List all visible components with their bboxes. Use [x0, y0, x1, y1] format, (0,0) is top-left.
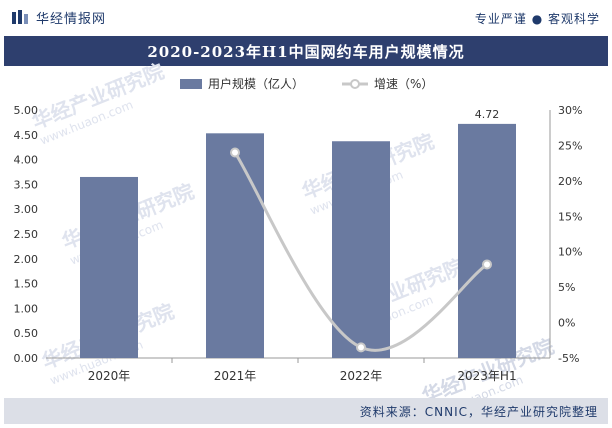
y-right-tick-label: 25%	[558, 139, 582, 152]
slogan: 专业严谨 ● 客观科学	[474, 12, 600, 26]
y-left-tick-label: 3.00	[14, 203, 39, 216]
header: 华经情报网 专业严谨 ● 客观科学	[0, 0, 612, 34]
y-left-tick-label: 1.00	[14, 302, 39, 315]
chart: 用户规模（亿人） 增速（%） 0.00 0.50 1.00 1.50 2.00 2.50 3.…	[0, 66, 612, 396]
logo[interactable]: 华经情报网	[12, 9, 107, 27]
growth-point	[482, 259, 492, 270]
x-tick-label: 2023年H1	[457, 369, 516, 383]
footer: 资料来源：CNNIC，华经产业研究院整理	[4, 398, 608, 424]
y-right-tick-label: 15%	[558, 210, 582, 223]
legend-swatch-marker	[350, 79, 360, 89]
y-right-tick-label: 30%	[558, 104, 582, 117]
bar-data-label: 4.72	[475, 108, 500, 121]
legend: 用户规模（亿人） 增速（%）	[180, 76, 433, 91]
legend-swatch-bar	[180, 79, 202, 89]
growth-point	[230, 147, 240, 158]
bar	[458, 123, 516, 358]
bar	[80, 176, 138, 358]
title-bar: 2020-2023年H1中国网约车用户规模情况	[4, 36, 608, 66]
y-right-tick-label: 0%	[558, 317, 575, 330]
y-left-tick-label: 4.00	[14, 154, 39, 167]
y-left-tick-label: 2.00	[14, 253, 39, 266]
bar	[206, 133, 264, 358]
y-left-tick-label: 2.50	[14, 228, 39, 241]
y-right-tick-label: 5%	[558, 281, 575, 294]
chart-title: 2020-2023年H1中国网约车用户规模情况	[147, 43, 465, 61]
x-tick-label: 2020年	[88, 369, 131, 383]
growth-line	[230, 147, 492, 353]
data-labels: 4.72	[475, 108, 500, 121]
bar	[332, 141, 390, 358]
source-note: 资料来源：CNNIC，华经产业研究院整理	[359, 405, 598, 419]
y-right-tick-label: 20%	[558, 175, 582, 188]
x-tick-label: 2021年	[214, 369, 257, 383]
y-left-tick-label: 0.00	[14, 352, 39, 365]
growth-point	[356, 342, 366, 353]
bars	[80, 123, 516, 358]
y-right-tick-label: 10%	[558, 246, 582, 259]
axes: 0.00 0.50 1.00 1.50 2.00 2.50 3.00 3.50 4.00 4.50…	[14, 104, 583, 383]
x-tick-label: 2022年	[340, 369, 383, 383]
y-left-tick-label: 4.50	[14, 129, 39, 142]
y-left-tick-label: 3.50	[14, 178, 39, 191]
y-left-tick-label: 5.00	[14, 104, 39, 117]
logo-icon	[12, 10, 28, 24]
legend-label-bar: 用户规模（亿人）	[208, 76, 304, 91]
logo-text: 华经情报网	[36, 11, 107, 27]
legend-label-line: 增速（%）	[374, 77, 433, 91]
y-right-tick-label: -5%	[558, 352, 579, 365]
y-left-tick-label: 1.50	[14, 278, 39, 291]
chart-svg: 用户规模（亿人） 增速（%） 0.00 0.50 1.00 1.50 2.00 2.50 3.…	[14, 76, 583, 383]
y-left-tick-label: 0.50	[14, 327, 39, 340]
